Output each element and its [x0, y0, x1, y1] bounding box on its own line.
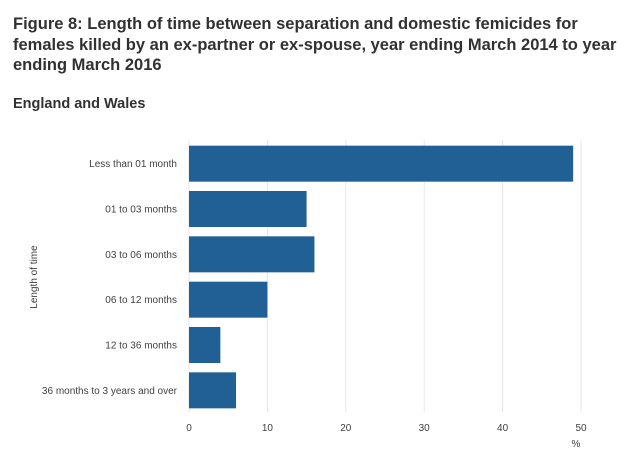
x-tick-label: 0 — [186, 423, 192, 434]
x-tick-label: 30 — [419, 423, 431, 434]
bar[interactable] — [189, 372, 237, 409]
category-labels: Less than 01 month 01 to 03 months 03 to 0… — [42, 159, 178, 397]
chart-subtitle: England and Wales — [13, 96, 146, 112]
category-label: 03 to 06 months — [105, 250, 177, 261]
bar[interactable] — [189, 327, 221, 363]
x-tick-label: 20 — [340, 423, 352, 434]
x-tick-label: 10 — [262, 423, 274, 434]
category-label: 01 to 03 months — [105, 205, 177, 216]
x-axis-unit: % — [572, 439, 581, 450]
category-label: 36 months to 3 years and over — [42, 386, 178, 397]
x-tick-label: 40 — [497, 423, 509, 434]
bar[interactable] — [189, 281, 268, 318]
category-label: Less than 01 month — [89, 159, 177, 170]
bar[interactable] — [189, 236, 315, 273]
bars — [189, 145, 574, 409]
x-tick-labels: 0 10 20 30 40 50 — [186, 423, 587, 434]
y-axis-title: Length of time — [29, 245, 40, 309]
gridlines — [188, 140, 582, 412]
category-label: 12 to 36 months — [105, 341, 177, 352]
x-tick-label: 50 — [575, 423, 587, 434]
category-label: 06 to 12 months — [105, 295, 177, 306]
bar[interactable] — [189, 145, 574, 182]
chart-title: Figure 8: Length of time between separat… — [13, 15, 617, 74]
bar[interactable] — [189, 191, 307, 227]
